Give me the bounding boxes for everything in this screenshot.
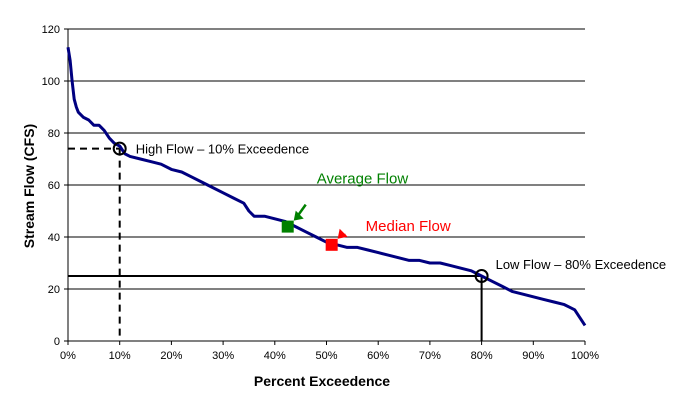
y-tick-label: 120: [42, 24, 60, 36]
x-tick-label: 20%: [160, 350, 182, 362]
y-tick-label: 60: [48, 180, 60, 192]
flow-duration-line: [66, 46, 587, 327]
marker-square: [325, 238, 338, 251]
annotation-layer: High Flow – 10% Exceedence Low Flow – 80%…: [112, 141, 667, 283]
x-tick-label: 50%: [315, 350, 337, 362]
y-tick-label: 20: [48, 284, 60, 296]
marker-layer: Average Flow Median Flow: [281, 171, 451, 251]
marker-arrow-head: [293, 210, 304, 221]
marker-label: Median Flow: [366, 218, 451, 235]
gridlines: [68, 28, 585, 290]
x-tick-label: 30%: [212, 350, 234, 362]
annotation-circle: [112, 141, 127, 156]
reference-lines: [68, 147, 483, 341]
x-tick-label: 90%: [522, 350, 544, 362]
y-tick-label: 100: [42, 76, 60, 88]
axes: [64, 28, 586, 345]
x-tick-label: 10%: [109, 350, 131, 362]
marker-arrow-head: [337, 228, 348, 239]
marker-label: Average Flow: [317, 171, 409, 188]
marker-square: [281, 220, 294, 233]
y-tick-label: 40: [48, 232, 60, 244]
y-tick-labels: 0 20 40 60 80 100 120: [42, 24, 60, 348]
x-tick-label: 40%: [264, 350, 286, 362]
x-tick-label: 0%: [60, 350, 76, 362]
x-axis-title: Percent Exceedence: [254, 373, 390, 389]
y-tick-label: 80: [48, 128, 60, 140]
series-layer: [66, 46, 587, 327]
annotation-label: High Flow – 10% Exceedence: [136, 142, 309, 157]
annotation-circle: [474, 269, 489, 283]
annotation-label: Low Flow – 80% Exceedence: [496, 257, 667, 272]
x-tick-label: 100%: [571, 350, 599, 362]
x-tick-label: 70%: [419, 350, 441, 362]
x-tick-labels: 0% 10% 20% 30% 40% 50% 60% 70% 80% 90% 100%: [60, 350, 599, 362]
y-tick-label: 0: [54, 336, 60, 348]
y-axis-title: Stream Flow (CFS): [21, 124, 37, 248]
x-tick-label: 60%: [367, 350, 389, 362]
x-tick-label: 80%: [471, 350, 493, 362]
